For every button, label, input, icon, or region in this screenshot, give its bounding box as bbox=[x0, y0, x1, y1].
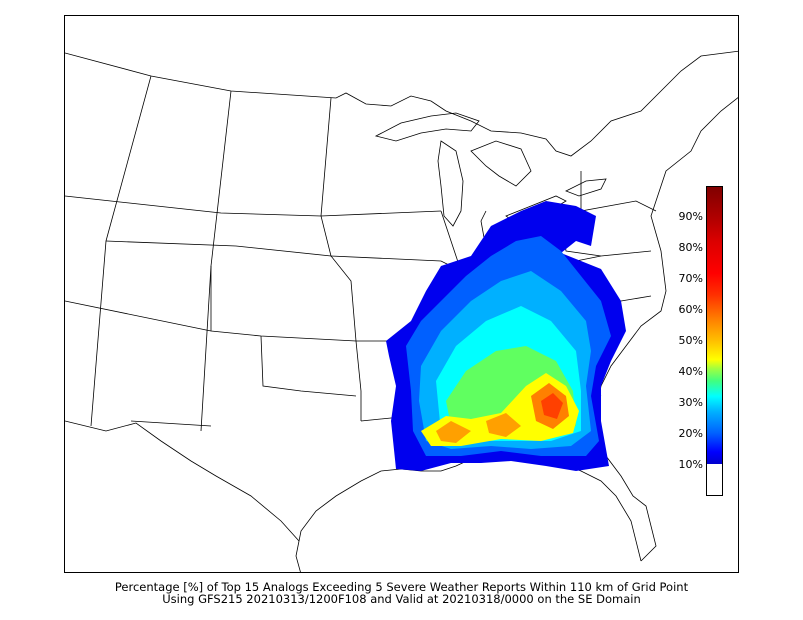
lake-superior bbox=[374, 112, 480, 142]
caption-line-1: Percentage [%] of Top 15 Analogs Exceedi… bbox=[114, 580, 689, 594]
colorbar-label-80: 80% bbox=[678, 241, 703, 254]
map-panel bbox=[64, 15, 739, 573]
colorbar-label-20: 20% bbox=[678, 427, 703, 440]
gulf-coast bbox=[295, 455, 642, 572]
colorbar-label-30: 30% bbox=[678, 396, 703, 409]
colorbar-label-50: 50% bbox=[678, 334, 703, 347]
lake-ontario bbox=[565, 178, 607, 197]
lake-huron bbox=[470, 140, 532, 187]
probability-field bbox=[386, 201, 626, 471]
mexico-border bbox=[65, 420, 300, 542]
atlantic-coast bbox=[595, 97, 738, 562]
colorbar-label-60: 60% bbox=[678, 303, 703, 316]
colorbar bbox=[706, 186, 723, 496]
colorbar-label-70: 70% bbox=[678, 272, 703, 285]
canada-border bbox=[65, 50, 738, 157]
map-svg bbox=[65, 50, 738, 572]
colorbar-label-90: 90% bbox=[678, 210, 703, 223]
caption-line-2: Using GFS215 20210313/1200F108 and Valid… bbox=[162, 592, 641, 606]
colorbar-label-10: 10% bbox=[678, 458, 703, 471]
colorbar-label-40: 40% bbox=[678, 365, 703, 378]
lake-michigan bbox=[437, 140, 464, 227]
